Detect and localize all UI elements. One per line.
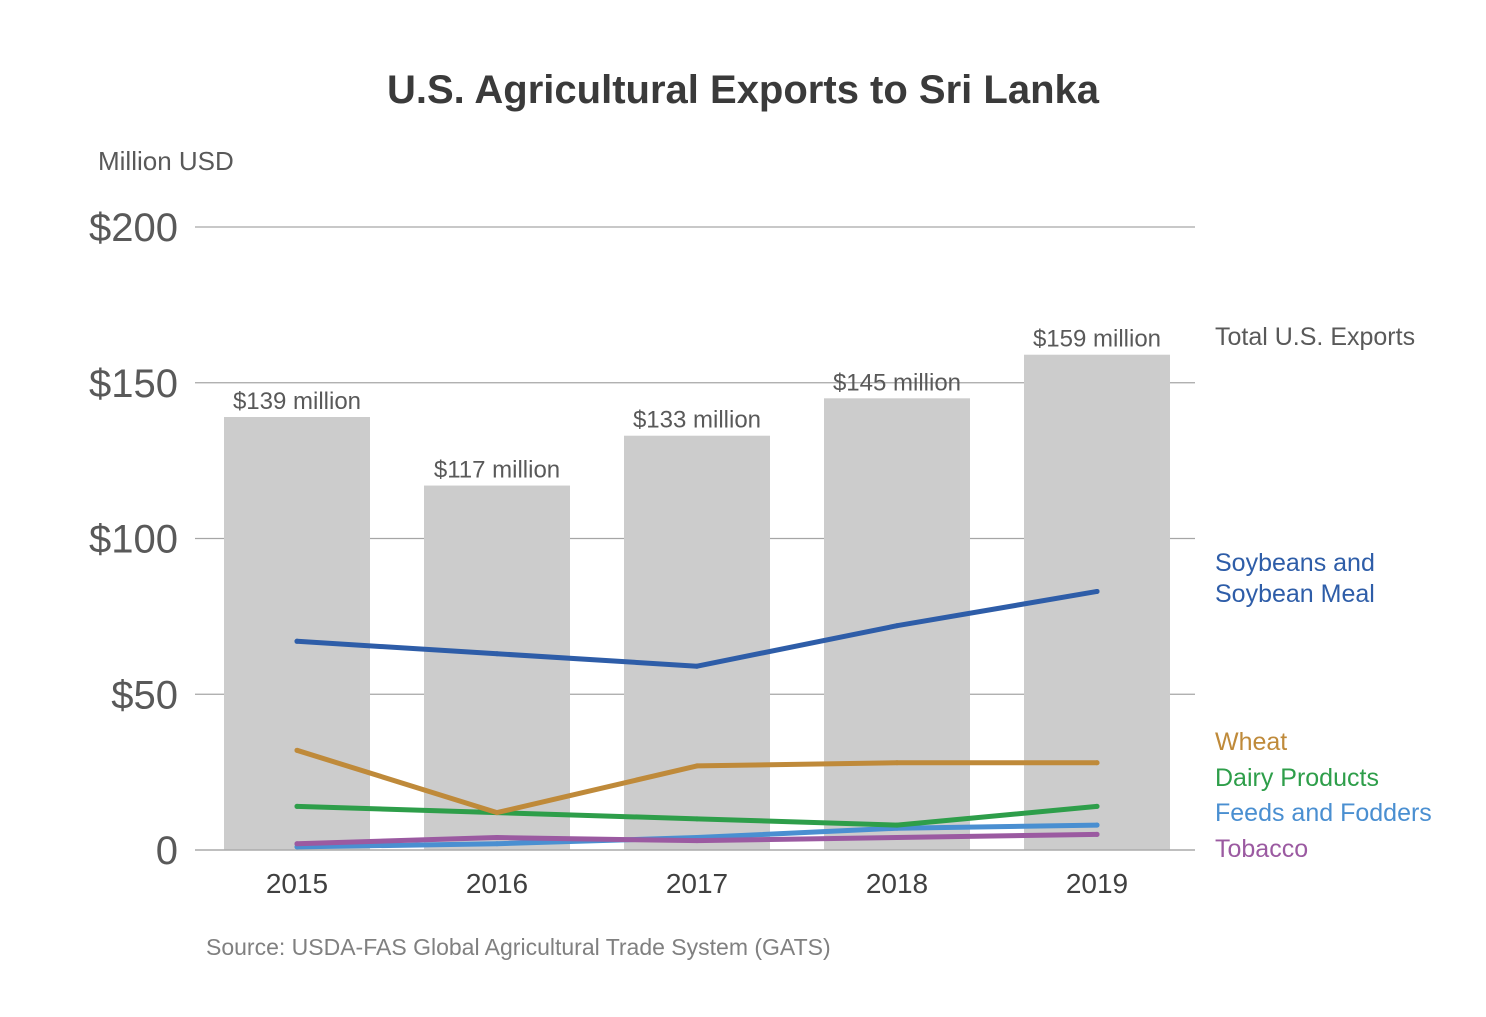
series-point [894, 760, 900, 766]
series-point [294, 803, 300, 809]
y-axis-ticks: 0 $50 $100 $150 $200 [89, 206, 178, 873]
series-point [1094, 803, 1100, 809]
x-tick-label: 2017 [666, 868, 728, 899]
series-point [1094, 822, 1100, 828]
source-note: Source: USDA-FAS Global Agricultural Tra… [206, 934, 831, 960]
commodity-lines [294, 588, 1100, 850]
bar-data-label: $133 million [633, 407, 761, 434]
legend-label: Wheat [1215, 728, 1287, 756]
legend-label: Total U.S. Exports [1215, 323, 1415, 351]
legend-label: Dairy Products [1215, 764, 1379, 792]
y-tick-label: $100 [89, 518, 178, 562]
x-axis-ticks: 2015 2016 2017 2018 2019 [266, 868, 1128, 899]
bar [624, 435, 770, 850]
x-tick-label: 2016 [466, 868, 528, 899]
bar [224, 417, 370, 850]
bar-data-label: $159 million [1033, 326, 1161, 353]
x-tick-label: 2015 [266, 868, 328, 899]
y-tick-label: $200 [89, 206, 178, 250]
y-tick-label: $50 [111, 673, 178, 717]
chart-title: U.S. Agricultural Exports to Sri Lanka [387, 68, 1100, 112]
legend-label: Soybean Meal [1215, 580, 1375, 608]
series-point [1094, 588, 1100, 594]
bar [1024, 354, 1170, 850]
legend: Total U.S. Exports Soybeans and Soybean Me… [1215, 323, 1432, 863]
series-point [894, 822, 900, 828]
total-exports-bars: $139 million $117 million $133 million $145… [195, 326, 1195, 851]
series-point [694, 663, 700, 669]
series-point [494, 651, 500, 657]
legend-label: Tobacco [1215, 835, 1308, 863]
bar [424, 485, 570, 850]
series-point [694, 838, 700, 844]
y-tick-label: $150 [89, 362, 178, 406]
bar-data-label: $139 million [233, 388, 361, 415]
bar-data-label: $145 million [833, 369, 961, 396]
legend-label: Soybeans and [1215, 549, 1375, 577]
series-point [294, 638, 300, 644]
y-tick-label: 0 [156, 829, 178, 873]
x-tick-label: 2018 [866, 868, 928, 899]
series-point [894, 623, 900, 629]
y-axis-unit-label: Million USD [98, 146, 234, 176]
series-point [294, 747, 300, 753]
legend-label: Feeds and Fodders [1215, 799, 1432, 827]
series-point [1094, 760, 1100, 766]
bar-data-label: $117 million [434, 457, 560, 484]
series-point [694, 763, 700, 769]
series-point [894, 835, 900, 841]
series-point [494, 841, 500, 847]
x-tick-label: 2019 [1066, 868, 1128, 899]
series-point [494, 810, 500, 816]
series-point [494, 835, 500, 841]
series-point [294, 841, 300, 847]
series-point [694, 816, 700, 822]
series-point [1094, 831, 1100, 837]
